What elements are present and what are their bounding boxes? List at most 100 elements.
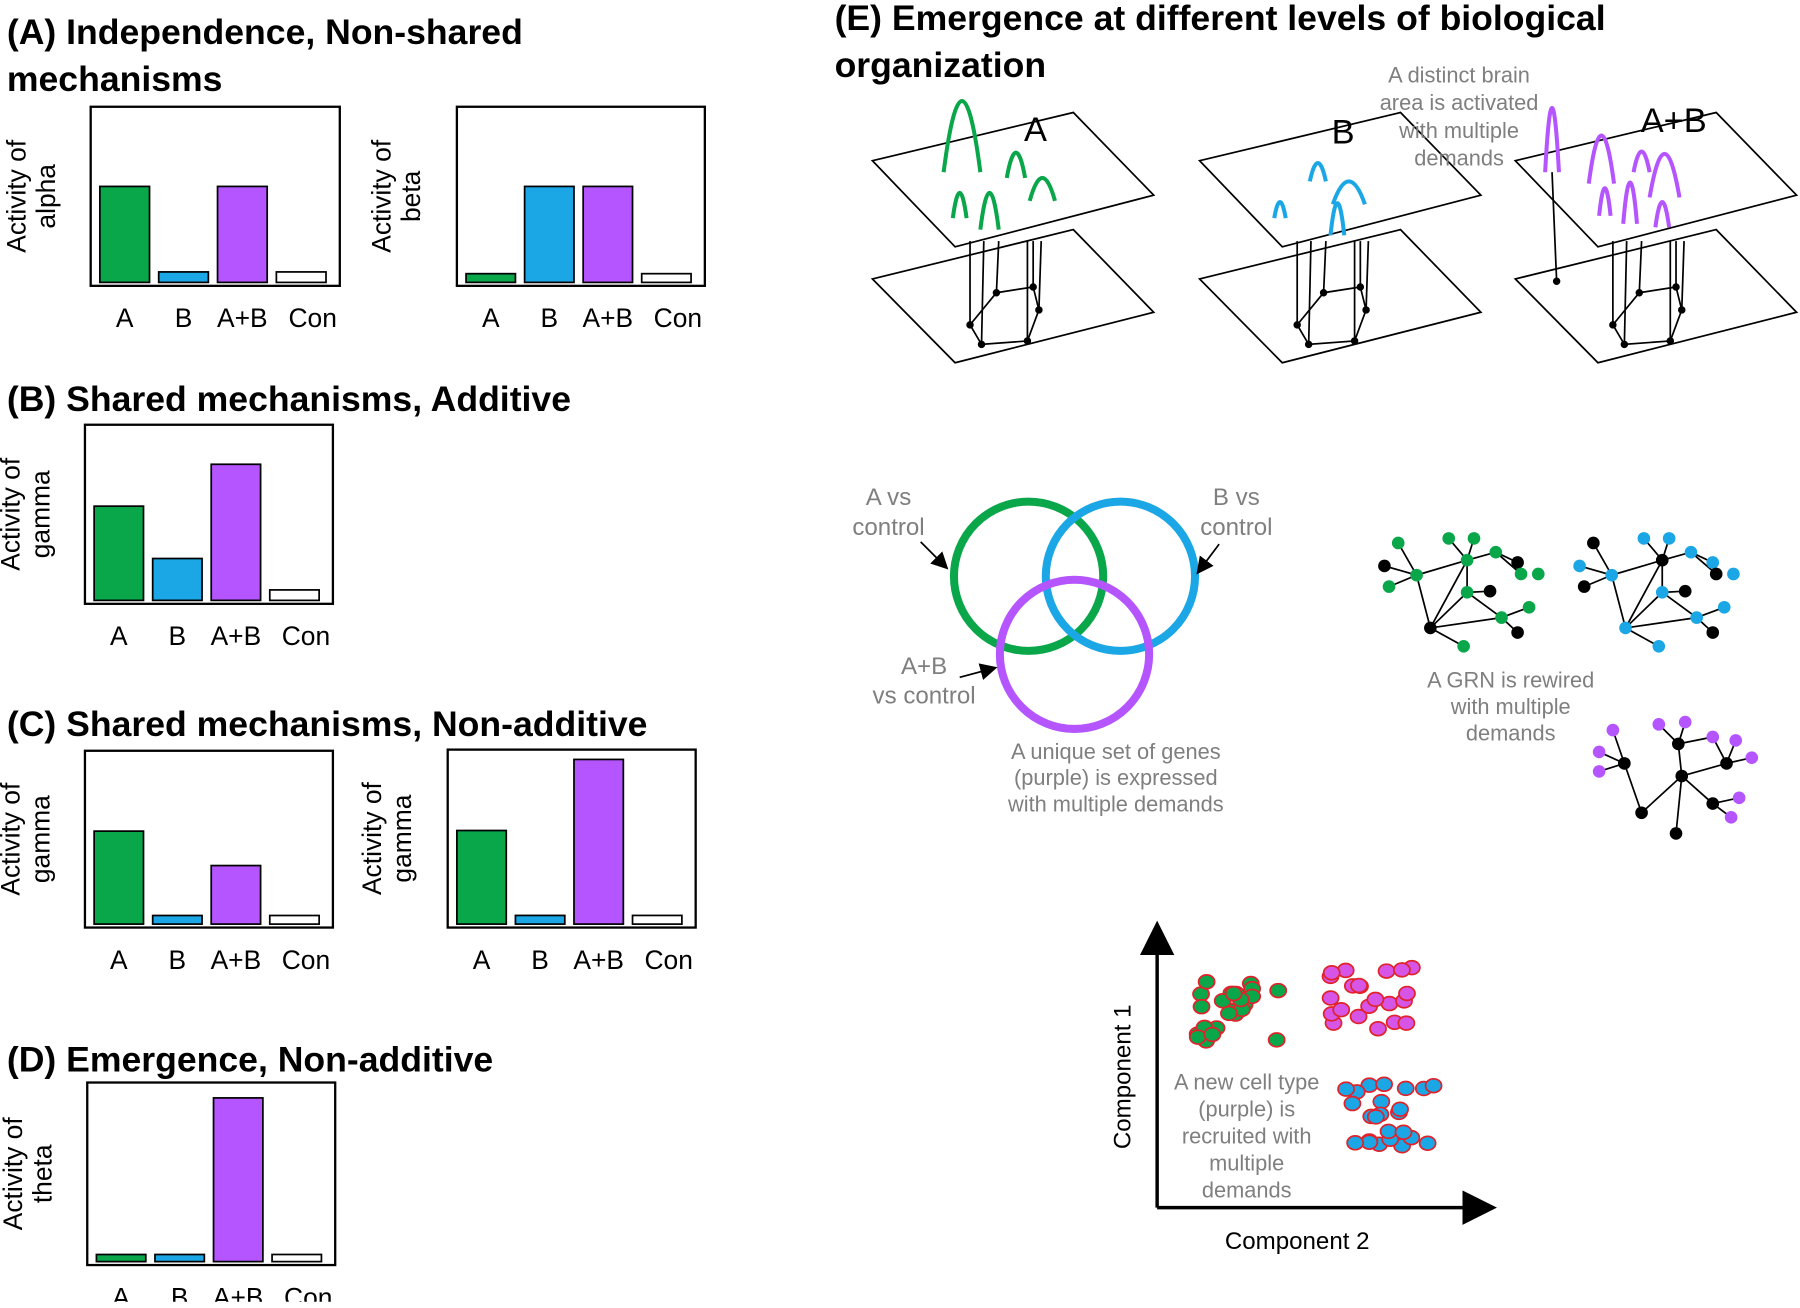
x-tick-label: A bbox=[482, 303, 500, 333]
brain-plane bbox=[870, 228, 1156, 364]
connection-hexagon bbox=[968, 286, 1040, 346]
network-edge bbox=[1610, 574, 1627, 629]
node bbox=[1319, 288, 1328, 297]
cell bbox=[1332, 1001, 1351, 1018]
network-node bbox=[1720, 757, 1733, 770]
bar bbox=[210, 463, 262, 602]
connection bbox=[1365, 241, 1370, 310]
network-node bbox=[1706, 797, 1720, 810]
network-node bbox=[1531, 567, 1545, 581]
cell bbox=[1424, 1077, 1443, 1094]
network-node bbox=[1511, 556, 1524, 569]
node bbox=[1620, 340, 1629, 349]
network-node bbox=[1690, 611, 1703, 624]
annotation: with multiple bbox=[1398, 118, 1519, 143]
network-node bbox=[1684, 545, 1698, 559]
bar bbox=[268, 914, 320, 925]
cell bbox=[1369, 1020, 1387, 1037]
x-tick-label: Con bbox=[284, 1282, 332, 1301]
venn-circle bbox=[949, 497, 1108, 655]
bar bbox=[99, 185, 151, 284]
venn-label: B vs bbox=[1213, 484, 1260, 511]
bar bbox=[465, 272, 517, 284]
cell bbox=[1321, 990, 1340, 1006]
y-axis-label: Activity of bbox=[357, 781, 387, 895]
x-tick-label: B bbox=[169, 621, 187, 651]
cell bbox=[1203, 1026, 1222, 1043]
annotation: with multiple demands bbox=[1007, 792, 1224, 817]
bar bbox=[271, 1253, 323, 1263]
cell bbox=[1397, 1015, 1416, 1031]
network-node bbox=[1732, 791, 1746, 805]
brain-plane bbox=[1513, 228, 1799, 364]
node bbox=[1350, 337, 1359, 345]
y-axis-label: Activity of bbox=[366, 139, 396, 253]
network-node bbox=[1655, 553, 1669, 567]
network-edge bbox=[1624, 591, 1663, 629]
node bbox=[1672, 283, 1680, 291]
y-axis-label: beta bbox=[396, 170, 426, 222]
node bbox=[977, 340, 986, 349]
network-node bbox=[1382, 580, 1396, 593]
bar bbox=[275, 271, 327, 284]
annotation: (purple) is expressed bbox=[1014, 765, 1218, 790]
panel-title: (A) Independence, Non-shared bbox=[7, 12, 523, 52]
bar bbox=[154, 1253, 206, 1263]
cell bbox=[1322, 965, 1341, 981]
network-node bbox=[1652, 718, 1666, 731]
annotation: A new cell type bbox=[1174, 1069, 1319, 1094]
activation-peak bbox=[978, 191, 1001, 230]
venn-circle bbox=[995, 575, 1154, 733]
network-node bbox=[1678, 584, 1692, 598]
venn-label: control bbox=[852, 514, 924, 541]
annotation: demands bbox=[1202, 1177, 1292, 1202]
network-edge bbox=[1430, 616, 1502, 629]
x-tick-label: A bbox=[110, 621, 128, 651]
node bbox=[1635, 288, 1644, 297]
y-axis-label: gamma bbox=[387, 794, 417, 882]
network-node bbox=[1442, 532, 1456, 545]
connection bbox=[1638, 241, 1643, 293]
annotation: A distinct brain bbox=[1388, 63, 1530, 88]
activation-peak bbox=[1621, 180, 1639, 225]
x-tick-label: B bbox=[175, 303, 193, 333]
connection bbox=[1623, 241, 1628, 345]
cell bbox=[1393, 962, 1411, 978]
x-tick-label: A+B bbox=[583, 303, 634, 333]
annotation: (purple) is bbox=[1198, 1096, 1295, 1121]
scatter-axes bbox=[1139, 920, 1497, 1225]
connection bbox=[980, 241, 985, 345]
cell bbox=[1192, 998, 1211, 1015]
network-node bbox=[1717, 600, 1731, 614]
bar bbox=[157, 271, 210, 284]
connection bbox=[1322, 241, 1327, 293]
x-tick-label: Con bbox=[288, 303, 336, 333]
network-node bbox=[1706, 556, 1720, 569]
network-node bbox=[1592, 765, 1606, 778]
cell bbox=[1366, 1109, 1385, 1125]
annotation: A unique set of genes bbox=[1011, 739, 1221, 764]
y-axis-label: Activity of bbox=[1, 139, 31, 253]
activation-peak bbox=[1330, 179, 1367, 206]
network-node bbox=[1727, 567, 1740, 581]
network-edge bbox=[1429, 627, 1465, 648]
plot-frame bbox=[89, 105, 341, 287]
cell bbox=[1349, 1008, 1368, 1025]
cell bbox=[1394, 1124, 1413, 1141]
arrows bbox=[920, 541, 1220, 680]
network-edge bbox=[1625, 627, 1660, 648]
node bbox=[1029, 283, 1037, 291]
arrow bbox=[1196, 543, 1220, 575]
brain-plane bbox=[1197, 228, 1483, 364]
network-edge bbox=[1429, 591, 1468, 629]
network-node bbox=[1460, 553, 1474, 567]
network-node bbox=[1467, 532, 1481, 545]
cell bbox=[1343, 1095, 1362, 1112]
x-tick-label: B bbox=[169, 945, 187, 975]
cell bbox=[1418, 1135, 1437, 1152]
networks bbox=[1378, 532, 1759, 840]
panel-title: (C) Shared mechanisms, Non-additive bbox=[7, 704, 648, 744]
network-node bbox=[1669, 827, 1683, 840]
